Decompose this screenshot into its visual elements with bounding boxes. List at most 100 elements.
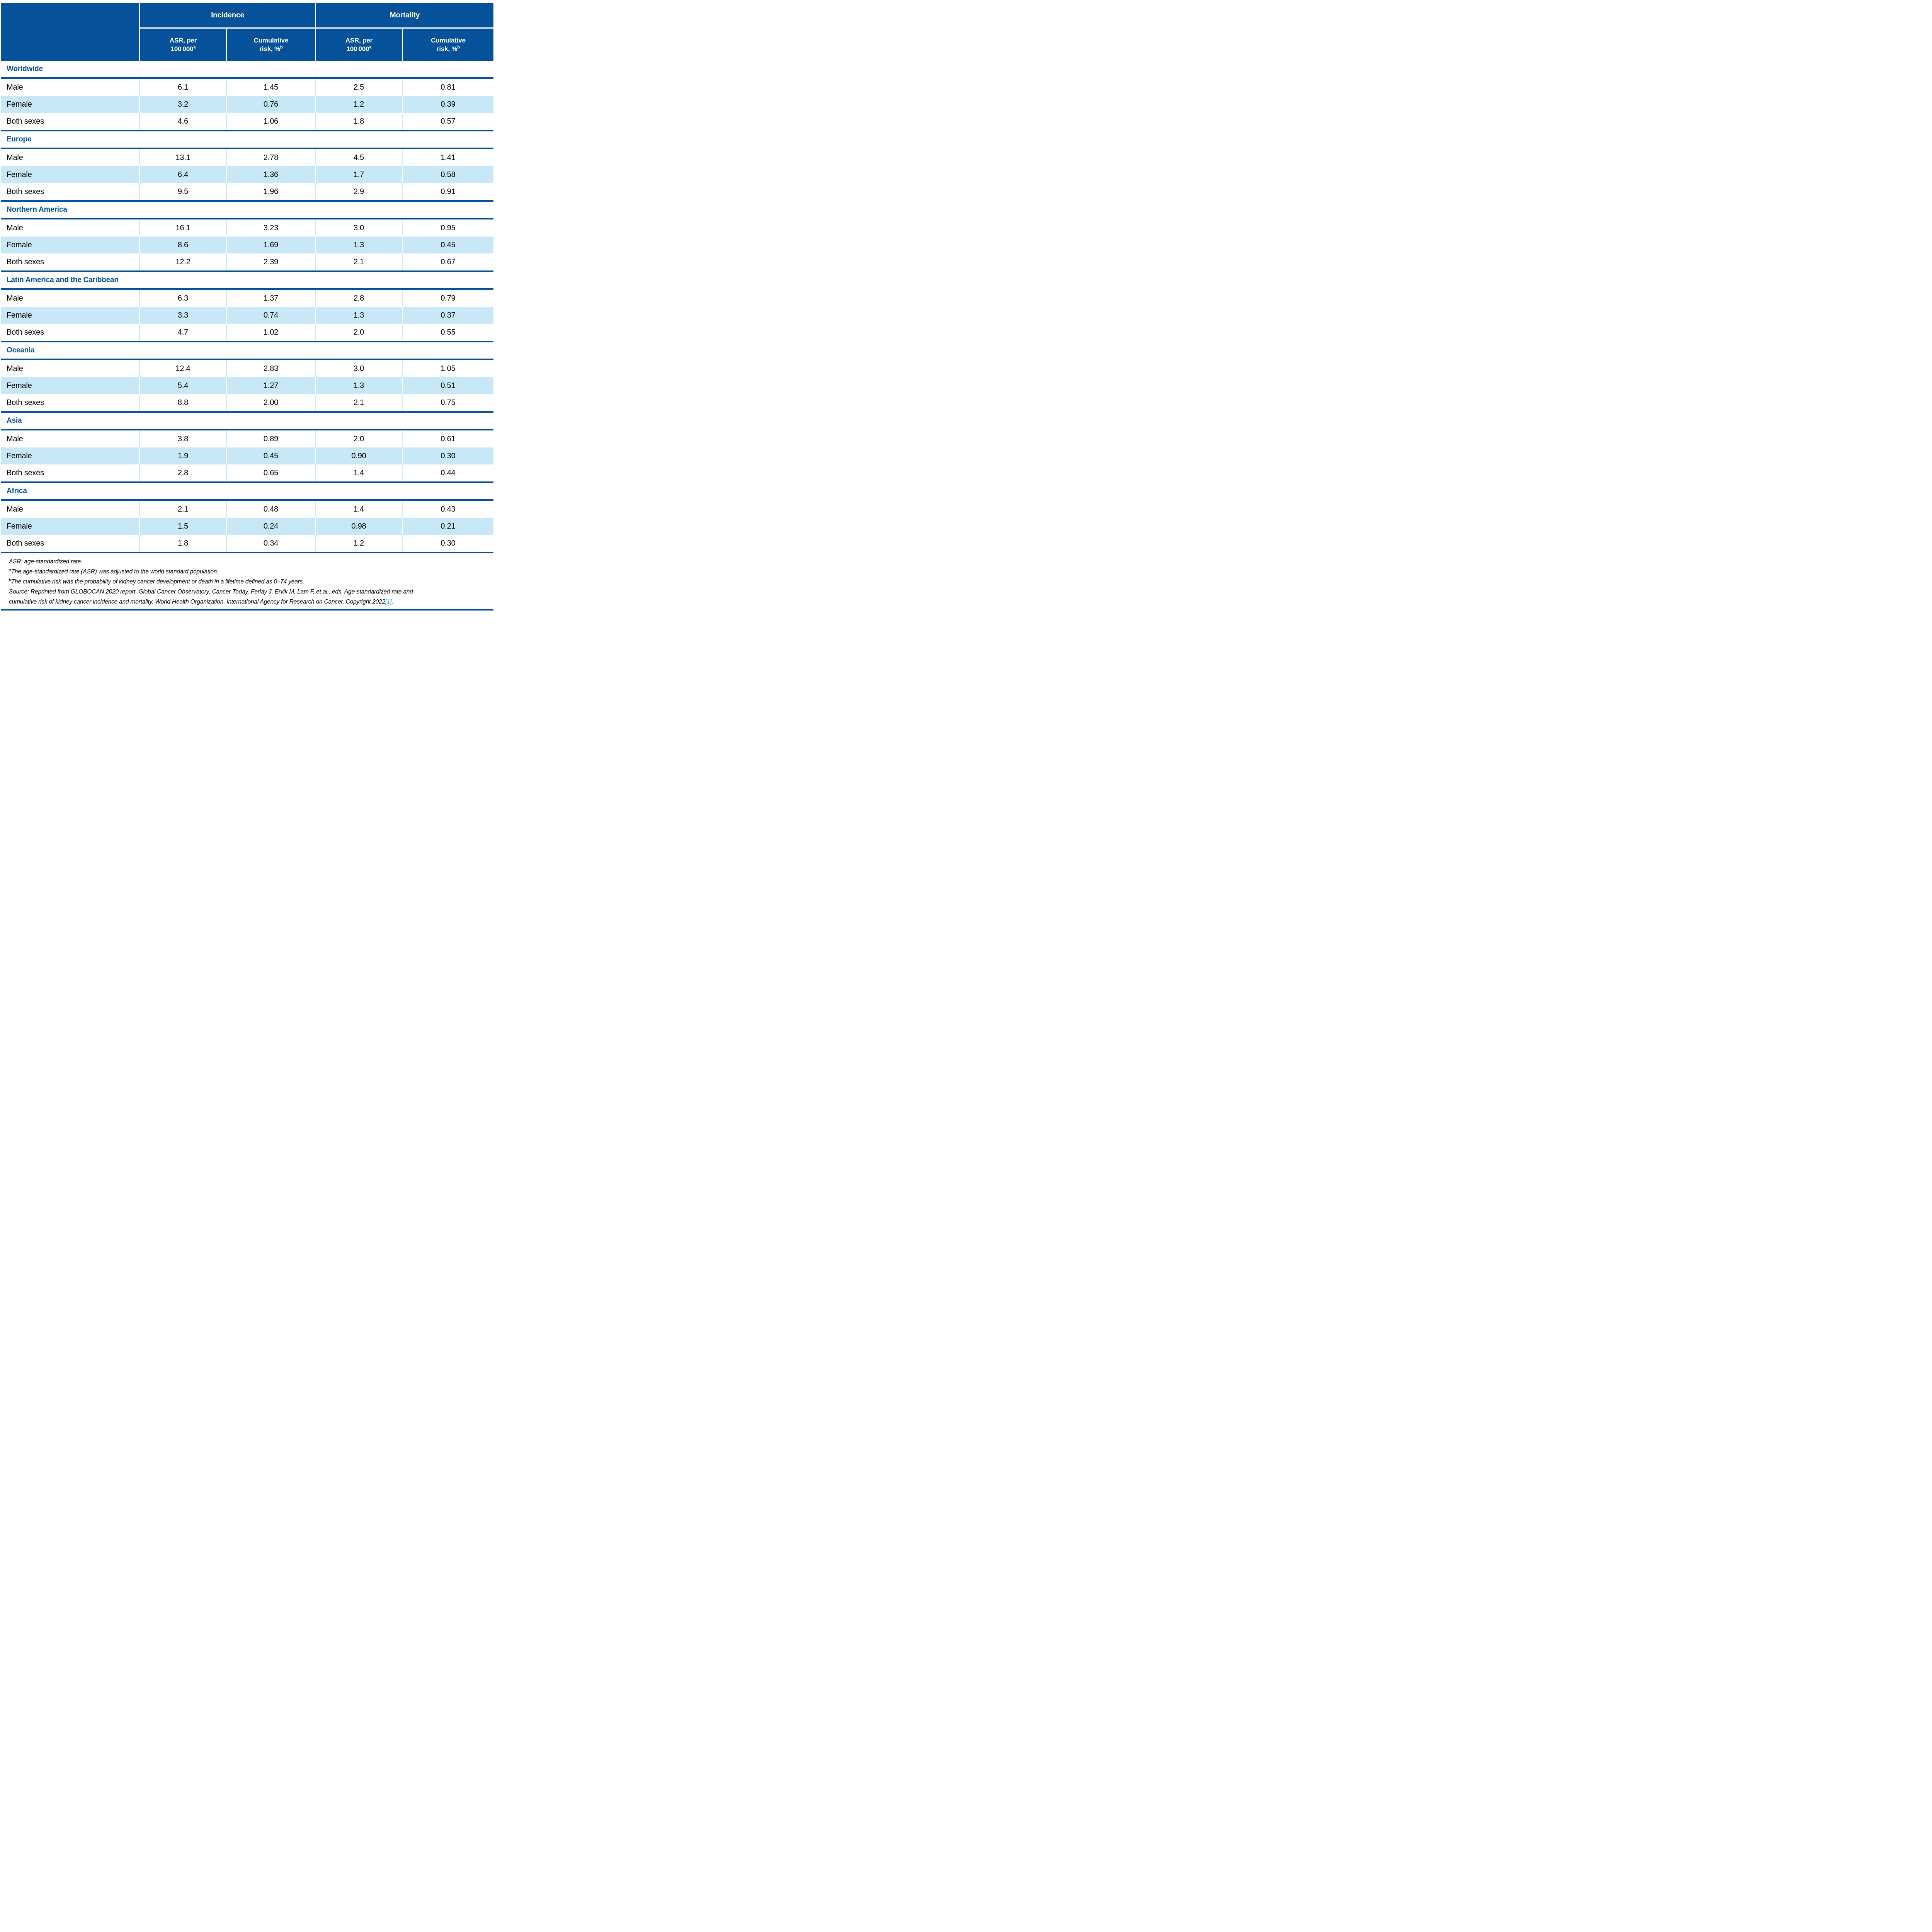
table-row: Both sexes 4.7 1.02 2.0 0.55 (1, 324, 493, 341)
cell-cumrisk-mortality: 0.45 (402, 236, 493, 253)
section-divider (1, 148, 493, 149)
section-divider (1, 429, 493, 430)
cell-cumrisk-mortality: 0.30 (402, 447, 493, 464)
footnote-line: Source: Reprinted from GLOBOCAN 2020 rep… (9, 588, 413, 595)
row-label: Male (7, 364, 23, 373)
cell-asr-incidence: 8.8 (139, 394, 226, 411)
cell-cumrisk-mortality: 1.05 (402, 360, 493, 377)
section-divider (1, 359, 493, 360)
cell-asr-incidence: 12.4 (139, 360, 226, 377)
section-divider (1, 200, 493, 202)
cell-asr-incidence: 4.6 (139, 113, 226, 130)
cell-asr-mortality: 1.2 (315, 96, 402, 113)
row-label: Female (7, 311, 32, 320)
cell-cumrisk-mortality: 0.37 (402, 307, 493, 324)
row-label: Male (7, 505, 23, 514)
table-row: Female 5.4 1.27 1.3 0.51 (1, 377, 493, 394)
cell-cumrisk-incidence: 2.83 (226, 360, 315, 377)
row-label: Female (7, 240, 32, 249)
section-divider (1, 218, 493, 219)
cell-cumrisk-incidence: 1.45 (226, 79, 315, 96)
cell-cumrisk-mortality: 0.58 (402, 166, 493, 183)
cell-cumrisk-incidence: 1.37 (226, 290, 315, 307)
cell-cumrisk-incidence: 0.24 (226, 518, 315, 535)
table-row: Female 1.5 0.24 0.98 0.21 (1, 518, 493, 535)
cell-asr-incidence: 16.1 (139, 219, 226, 236)
section-divider (1, 77, 493, 79)
footnote-marker-a: a (369, 45, 372, 50)
cell-asr-incidence: 1.5 (139, 518, 226, 535)
table-row: Female 6.4 1.36 1.7 0.58 (1, 166, 493, 183)
cell-asr-mortality: 2.0 (315, 324, 402, 341)
row-label: Both sexes (7, 328, 44, 337)
table-row: Both sexes 4.6 1.06 1.8 0.57 (1, 113, 493, 130)
section-divider (1, 270, 493, 272)
cell-asr-incidence: 13.1 (139, 149, 226, 166)
cell-asr-incidence: 8.6 (139, 236, 226, 253)
row-label: Male (7, 294, 23, 303)
cell-cumrisk-incidence: 0.89 (226, 430, 315, 447)
cell-cumrisk-incidence: 0.74 (226, 307, 315, 324)
row-label: Both sexes (7, 117, 44, 126)
table-row: Female 3.3 0.74 1.3 0.37 (1, 307, 493, 324)
row-label: Both sexes (7, 468, 44, 477)
cell-asr-mortality: 1.3 (315, 236, 402, 253)
section-divider (1, 130, 493, 131)
row-label: Female (7, 100, 32, 109)
bottom-rule (1, 609, 493, 611)
table-row: Male 2.1 0.48 1.4 0.43 (1, 501, 493, 518)
section-title-oceania: Oceania (7, 346, 35, 354)
table-page: Incidence Mortality ASR, per 100 000a Cu… (0, 0, 495, 614)
cell-asr-mortality: 1.2 (315, 535, 402, 552)
cell-cumrisk-mortality: 0.81 (402, 79, 493, 96)
cell-cumrisk-mortality: 0.30 (402, 535, 493, 552)
row-label: Male (7, 223, 23, 232)
header-group-mortality: Mortality (315, 3, 493, 27)
cell-cumrisk-incidence: 2.78 (226, 149, 315, 166)
cell-asr-incidence: 4.7 (139, 324, 226, 341)
cell-cumrisk-incidence: 2.00 (226, 394, 315, 411)
footnote-line: bThe cumulative risk was the probability… (9, 577, 304, 585)
cell-asr-mortality: 0.90 (315, 447, 402, 464)
cell-asr-incidence: 2.1 (139, 501, 226, 518)
section-title-northern-america: Northern America (7, 206, 67, 214)
row-label: Female (7, 522, 32, 531)
table-body: Worldwide Male 6.1 1.45 2.5 0.81 Female 3.2 0.76… (1, 61, 493, 553)
cell-asr-incidence: 12.2 (139, 253, 226, 270)
bottom-padding (1, 611, 493, 614)
row-label: Female (7, 381, 32, 390)
table-row: Female 3.2 0.76 1.2 0.39 (1, 96, 493, 113)
cell-asr-incidence: 6.3 (139, 290, 226, 307)
citation-link[interactable]: [1] (385, 599, 392, 605)
header-col-line1: Cumulative (253, 37, 289, 44)
row-label: Both sexes (7, 187, 44, 196)
cell-asr-mortality: 2.8 (315, 290, 402, 307)
header-col-line2: risk, % (259, 45, 281, 53)
cell-cumrisk-mortality: 0.51 (402, 377, 493, 394)
cell-asr-mortality: 2.1 (315, 253, 402, 270)
cell-asr-incidence: 9.5 (139, 183, 226, 200)
cell-cumrisk-mortality: 0.95 (402, 219, 493, 236)
cell-cumrisk-incidence: 1.96 (226, 183, 315, 200)
header-group-incidence: Incidence (139, 3, 315, 27)
header-col-asr-mortality: ASR, per 100 000a (315, 27, 402, 61)
table-row: Both sexes 2.8 0.65 1.4 0.44 (1, 464, 493, 481)
table-header: Incidence Mortality ASR, per 100 000a Cu… (1, 3, 493, 61)
section-divider (1, 341, 493, 342)
cell-cumrisk-mortality: 0.55 (402, 324, 493, 341)
row-label: Male (7, 83, 23, 92)
section-title-asia: Asia (7, 417, 22, 425)
cell-cumrisk-incidence: 0.76 (226, 96, 315, 113)
cell-cumrisk-mortality: 0.44 (402, 464, 493, 481)
cell-asr-mortality: 1.3 (315, 307, 402, 324)
cell-cumrisk-incidence: 1.36 (226, 166, 315, 183)
section-title-europe: Europe (7, 135, 32, 143)
cell-cumrisk-incidence: 2.39 (226, 253, 315, 270)
section-title-africa: Africa (7, 487, 27, 495)
cell-asr-mortality: 2.9 (315, 183, 402, 200)
cell-asr-incidence: 1.8 (139, 535, 226, 552)
cell-cumrisk-mortality: 0.79 (402, 290, 493, 307)
cell-asr-mortality: 1.3 (315, 377, 402, 394)
cell-asr-mortality: 2.1 (315, 394, 402, 411)
row-label: Both sexes (7, 398, 44, 407)
